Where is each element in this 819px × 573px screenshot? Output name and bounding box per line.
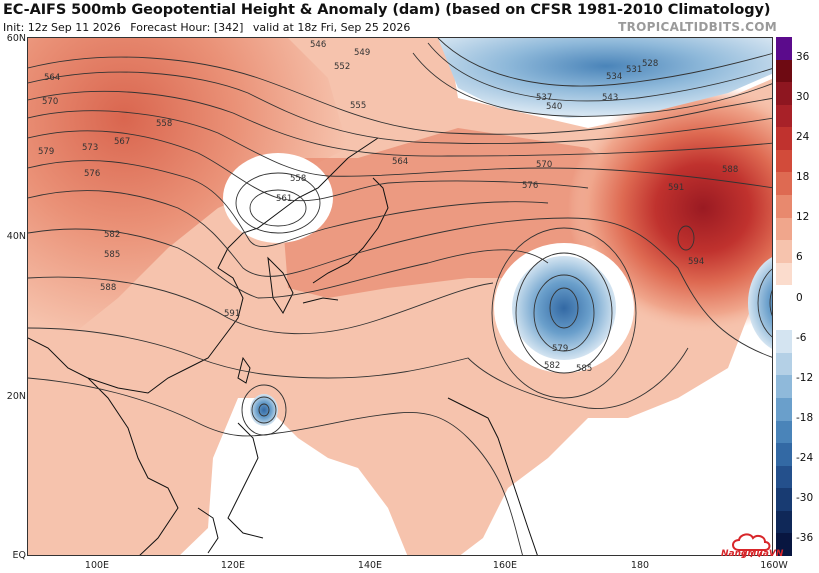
contour-label: 531 xyxy=(626,65,642,75)
contour-label: 582 xyxy=(104,230,120,240)
height-contours xyxy=(28,38,772,555)
colorbar-segment xyxy=(776,465,792,489)
colorbar-segment xyxy=(776,398,792,422)
contour-label: 537 xyxy=(536,93,552,103)
contour-label: 561 xyxy=(276,194,292,204)
contour-label: 576 xyxy=(84,169,100,179)
colorbar-tick-label: -30 xyxy=(796,491,814,504)
contour-label: 534 xyxy=(606,72,622,82)
lat-label: EQ xyxy=(12,550,26,561)
contour-label: 549 xyxy=(354,48,370,58)
forecast-hour: Forecast Hour: [342] xyxy=(130,21,244,34)
init-time: Init: 12z Sep 11 2026 xyxy=(3,21,121,34)
colorbar-segment xyxy=(776,352,792,376)
lon-label: 140E xyxy=(357,560,383,571)
map-svg: 546 549 552 555 558 564 570 576 534 531 … xyxy=(28,38,772,555)
colorbar-segment xyxy=(776,488,792,512)
contour-label: 594 xyxy=(688,257,704,267)
colorbar-segment xyxy=(776,420,792,444)
contour-label: 528 xyxy=(642,59,658,69)
lon-label: 180 xyxy=(630,560,650,571)
colorbar-tick-label: -6 xyxy=(796,331,807,344)
lat-label: 20N xyxy=(6,391,26,402)
colorbar-segment xyxy=(776,510,792,534)
lon-label: 120E xyxy=(220,560,246,571)
lon-label: 160E xyxy=(492,560,518,571)
lon-label: 160W xyxy=(760,560,788,571)
contour-label: 558 xyxy=(290,174,306,184)
lat-label: 40N xyxy=(6,231,26,242)
colorbar-tick-label: -12 xyxy=(796,371,814,384)
contour-label: 591 xyxy=(668,183,684,193)
contour-label: 573 xyxy=(82,143,98,153)
colorbar-segment xyxy=(776,217,792,241)
colorbar-segment xyxy=(776,59,792,83)
colorbar-segment xyxy=(776,149,792,173)
colorbar-segment xyxy=(776,330,792,354)
map-title: EC-AIFS 500mb Geopotential Height & Anom… xyxy=(3,2,771,18)
colorbar-tick-label: 0 xyxy=(796,291,803,304)
colorbar-tick-label: -24 xyxy=(796,451,814,464)
coastlines xyxy=(28,137,538,555)
colorbar-tick-label: 36 xyxy=(796,51,810,63)
contour-label: 555 xyxy=(350,101,366,111)
colorbar-tick-label: -18 xyxy=(796,411,814,424)
contour-label: 570 xyxy=(42,97,58,107)
contour-label: 543 xyxy=(602,93,618,103)
contour-label: 540 xyxy=(546,102,562,112)
contour-label: 582 xyxy=(544,361,560,371)
lon-label: 100E xyxy=(84,560,110,571)
colorbar-tick-label: 24 xyxy=(796,131,810,144)
contour-label: 591 xyxy=(224,309,240,319)
contour-label: 570 xyxy=(536,160,552,170)
colorbar-segment xyxy=(776,307,792,331)
contour-label: 585 xyxy=(576,364,592,374)
colorbar-segment xyxy=(776,194,792,219)
colorbar-tick-label: 6 xyxy=(796,251,803,264)
lat-label: 60N xyxy=(6,33,26,44)
contour-label: 558 xyxy=(156,119,172,129)
colorbar-segment xyxy=(776,127,792,151)
contour-label: 576 xyxy=(522,181,538,191)
watermark-text: NangMuaVN xyxy=(721,549,784,559)
contour-label: 579 xyxy=(38,147,54,157)
contour-labels: 546 549 552 555 558 564 570 576 534 531 … xyxy=(38,40,738,374)
contour-label: 552 xyxy=(334,62,350,72)
colorbar-segment xyxy=(776,82,792,106)
colorbar-segment xyxy=(776,285,792,309)
map-canvas: 546 549 552 555 558 564 570 576 534 531 … xyxy=(27,37,773,556)
colorbar xyxy=(776,37,792,557)
contour-label: 567 xyxy=(114,137,130,147)
colorbar-segment xyxy=(776,240,792,264)
map-subtitle: Init: 12z Sep 11 2026 Forecast Hour: [34… xyxy=(3,21,416,34)
brand-label[interactable]: TROPICALTIDBITS.COM xyxy=(618,20,777,34)
cloud-logo-icon xyxy=(732,533,771,558)
valid-time: valid at 18z Fri, Sep 25 2026 xyxy=(252,21,411,34)
colorbar-tick-label: 18 xyxy=(796,171,810,184)
contour-label: 579 xyxy=(552,344,568,354)
contour-label: 564 xyxy=(392,157,408,167)
colorbar-tick-label: 30 xyxy=(796,91,810,104)
contour-label: 546 xyxy=(310,40,326,50)
contour-label: 585 xyxy=(104,250,120,260)
colorbar-segment xyxy=(776,262,792,286)
colorbar-tick-label: 12 xyxy=(796,211,810,224)
contour-label: 588 xyxy=(100,283,116,293)
contour-label: 564 xyxy=(44,73,60,83)
colorbar-tick-label: -36 xyxy=(796,532,814,544)
colorbar-segment xyxy=(776,104,792,128)
colorbar-segment xyxy=(776,37,792,61)
contour-label: 588 xyxy=(722,165,738,175)
colorbar-segment xyxy=(776,443,792,467)
colorbar-segment xyxy=(776,375,792,399)
anomaly-fill xyxy=(28,38,772,555)
colorbar-segment xyxy=(776,533,792,557)
header: EC-AIFS 500mb Geopotential Height & Anom… xyxy=(0,0,819,36)
colorbar-segment xyxy=(776,172,792,196)
